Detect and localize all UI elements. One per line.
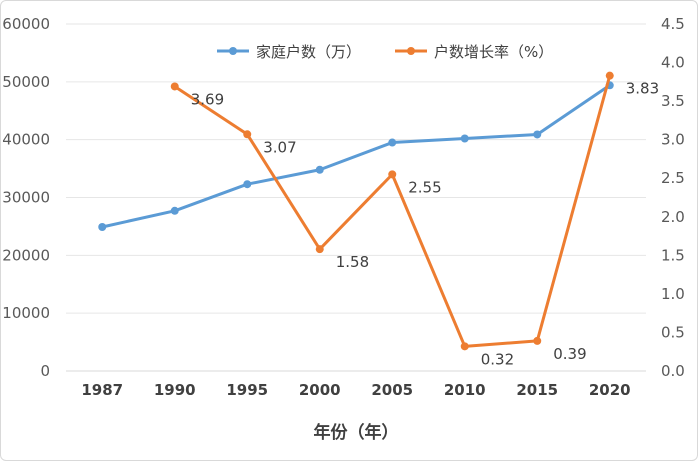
right-tick-label: 4.0 [661, 54, 685, 72]
legend-swatch-marker [229, 47, 237, 55]
right-tick-label: 3.0 [661, 131, 685, 149]
right-tick-label: 3.5 [661, 92, 685, 110]
data-label: 3.83 [626, 80, 659, 98]
data-label: 0.39 [553, 345, 586, 363]
x-tick-label: 1990 [154, 381, 196, 399]
series-2-point [170, 82, 179, 91]
series-2-point [243, 130, 252, 139]
series-2-point [315, 245, 324, 254]
data-label: 1.58 [336, 253, 369, 271]
legend-label: 家庭户数（万） [256, 43, 361, 61]
left-tick-label: 10000 [2, 304, 50, 322]
x-tick-label: 2010 [444, 381, 486, 399]
left-axis-ticks: 0 10000 20000 30000 40000 50000 60000 [2, 15, 50, 380]
data-label: 2.55 [408, 178, 441, 196]
series-1-point [315, 165, 324, 174]
x-tick-label: 2005 [371, 381, 413, 399]
legend-label: 户数增长率（%） [434, 43, 553, 61]
x-tick-label: 2020 [589, 381, 631, 399]
right-axis-ticks: 0.0 0.5 1.0 1.5 2.0 2.5 3.0 3.5 4.0 4.5 [661, 15, 685, 380]
left-tick-label: 40000 [2, 131, 50, 149]
x-tick-label: 2000 [299, 381, 341, 399]
left-tick-label: 60000 [2, 15, 50, 33]
x-tick-label: 2015 [516, 381, 558, 399]
gridlines [66, 23, 646, 372]
series-1-point [98, 222, 107, 231]
data-label: 0.32 [481, 350, 514, 368]
x-axis-title: 年份（年） [314, 422, 399, 443]
series-1-point [170, 206, 179, 215]
right-tick-label: 0.5 [661, 323, 685, 341]
legend: 家庭户数（万） 户数增长率（%） [217, 43, 553, 61]
series-1-point [460, 134, 469, 143]
series-2-point [533, 336, 542, 345]
series-2-point [605, 71, 614, 80]
series-line-2 [173, 74, 612, 348]
right-tick-label: 1.0 [661, 285, 685, 303]
data-label: 3.69 [191, 90, 224, 108]
data-label: 3.07 [263, 138, 296, 156]
data-labels: 3.69 3.07 1.58 2.55 0.32 0.39 3.83 [191, 80, 659, 369]
series-2-point [460, 342, 469, 351]
series-line-1 [100, 83, 612, 229]
right-tick-label: 4.5 [661, 15, 685, 33]
series-1-point [533, 130, 542, 139]
right-tick-label: 1.5 [661, 246, 685, 264]
series-2-point [388, 170, 397, 179]
right-tick-label: 2.0 [661, 208, 685, 226]
left-tick-label: 0 [40, 362, 50, 380]
legend-swatch-marker [407, 47, 415, 55]
x-tick-label: 1995 [226, 381, 268, 399]
right-tick-label: 0.0 [661, 362, 685, 380]
left-tick-label: 50000 [2, 73, 50, 91]
x-tick-label: 1987 [81, 381, 123, 399]
left-tick-label: 20000 [2, 246, 50, 264]
right-tick-label: 2.5 [661, 169, 685, 187]
series-1-point [388, 138, 397, 147]
x-axis-ticks: 1987 1990 1995 2000 2005 2010 2015 2020 [81, 381, 630, 399]
series-layer [98, 71, 614, 351]
series-1-point [243, 180, 252, 189]
left-tick-label: 30000 [2, 189, 50, 207]
